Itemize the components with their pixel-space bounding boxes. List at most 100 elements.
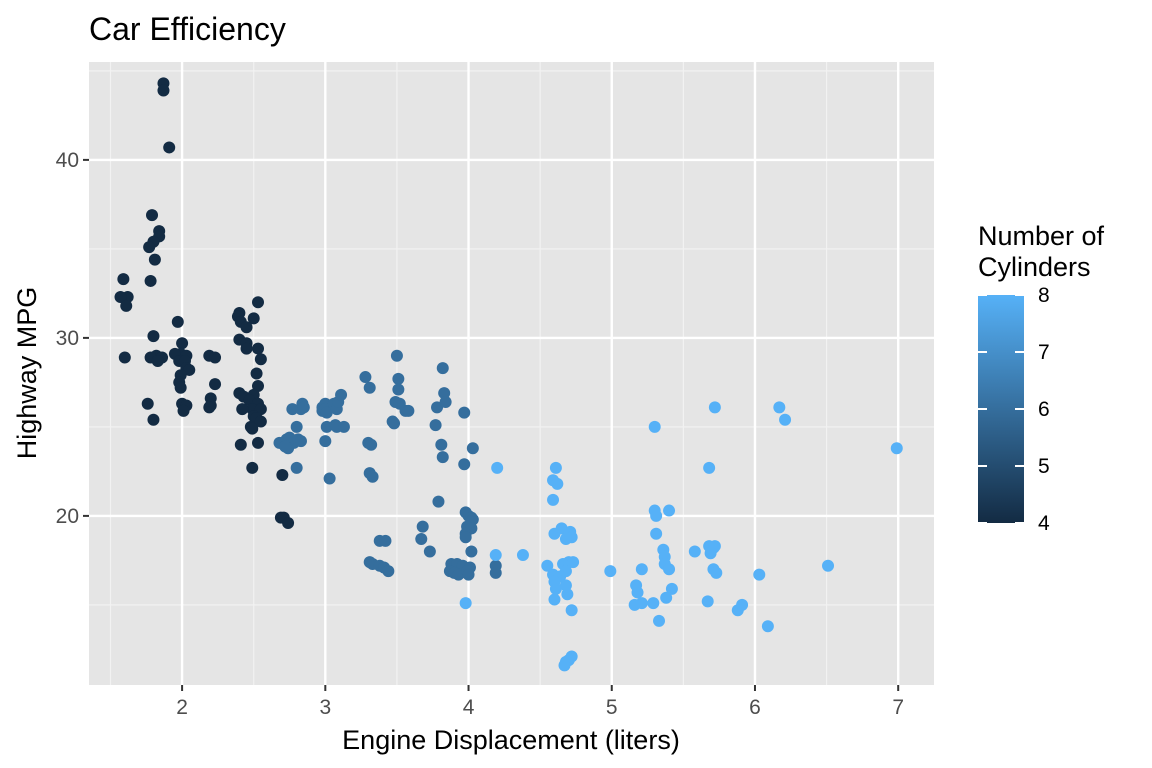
y-tick-label: 40 xyxy=(56,149,79,172)
scatter-point xyxy=(252,342,264,355)
scatter-point xyxy=(416,520,429,533)
scatter-point xyxy=(337,420,350,433)
legend-tick-label: 8 xyxy=(1038,284,1050,307)
scatter-point xyxy=(363,381,376,394)
scatter-point xyxy=(240,342,253,355)
scatter-point xyxy=(551,477,564,490)
scatter-point xyxy=(415,533,428,546)
scatter-point xyxy=(147,330,160,343)
scatter-point xyxy=(290,461,303,474)
scatter-point xyxy=(822,559,835,572)
legend-ticks: 4 5 6 7 8 xyxy=(978,284,1050,535)
scatter-point xyxy=(541,559,554,572)
scatter-point xyxy=(561,588,574,601)
scatter-point xyxy=(392,383,405,396)
scatter-point xyxy=(252,379,264,392)
scatter-point xyxy=(635,563,648,576)
color-legend: Number of Cylinders 4 5 6 7 8 xyxy=(978,221,1105,535)
scatter-point xyxy=(203,401,216,414)
x-tick-label: 2 xyxy=(176,696,188,719)
scatter-point xyxy=(171,315,184,328)
scatter-point xyxy=(282,517,295,530)
legend-tick-label: 5 xyxy=(1038,455,1050,478)
scatter-point xyxy=(390,349,403,362)
scatter-point xyxy=(703,461,716,474)
scatter-point xyxy=(459,597,472,610)
scatter-point xyxy=(559,533,572,546)
scatter-point xyxy=(761,620,774,633)
scatter-point xyxy=(151,355,164,368)
scatter-point xyxy=(335,388,348,401)
gridlines xyxy=(89,62,934,685)
scatter-point xyxy=(423,545,436,558)
scatter-point xyxy=(436,451,449,464)
scatter-point xyxy=(141,397,154,410)
scatter-point xyxy=(365,438,378,451)
scatter-point xyxy=(429,419,442,432)
scatter-point xyxy=(663,504,676,517)
scatter-point xyxy=(294,435,307,448)
x-axis-label: Engine Displacement (liters) xyxy=(342,725,680,755)
scatter-point xyxy=(459,531,472,544)
scatter-point xyxy=(648,420,661,433)
x-tick-label: 4 xyxy=(463,696,475,719)
scatter-point xyxy=(323,472,336,485)
legend-tick-label: 6 xyxy=(1038,398,1050,421)
scatter-point xyxy=(650,527,663,540)
scatter-point xyxy=(279,440,292,453)
scatter-point xyxy=(647,597,660,610)
axes: 2 3 4 5 6 7 20 30 40 xyxy=(56,149,904,719)
scatter-point xyxy=(252,436,264,449)
scatter-point xyxy=(548,593,561,606)
scatter-point xyxy=(147,413,160,426)
scatter-point xyxy=(439,395,452,408)
scatter-point xyxy=(458,406,471,419)
scatter-point xyxy=(143,241,156,254)
scatter-point xyxy=(462,568,475,581)
scatter-point xyxy=(320,406,333,419)
scatter-point xyxy=(736,598,749,611)
scatter-point xyxy=(604,565,617,578)
scatter-point xyxy=(234,438,247,451)
scatter-point xyxy=(254,415,267,428)
scatter-point xyxy=(432,495,445,508)
scatter-point xyxy=(252,296,264,309)
scatter-point xyxy=(708,401,721,414)
scatter-point xyxy=(366,470,379,483)
scatter-point xyxy=(148,253,161,266)
scatter-point xyxy=(547,493,560,506)
scatter-point xyxy=(890,442,903,455)
scatter-point xyxy=(665,582,678,595)
scatter-point xyxy=(209,378,222,391)
scatter-point xyxy=(660,591,673,604)
x-tick-label: 7 xyxy=(892,696,904,719)
scatter-point xyxy=(466,442,479,455)
scatter-point xyxy=(688,545,701,558)
scatter-point xyxy=(176,337,189,350)
scatter-point xyxy=(177,404,190,417)
scatter-point xyxy=(489,549,502,562)
scatter-point xyxy=(247,312,260,325)
x-tick-label: 5 xyxy=(606,696,618,719)
legend-tick-label: 7 xyxy=(1038,341,1050,364)
scatter-point xyxy=(114,290,127,303)
scatter-point xyxy=(118,351,131,364)
scatter-point xyxy=(653,614,666,627)
scatter-point xyxy=(183,363,196,376)
scatter-point xyxy=(549,461,562,474)
data-points xyxy=(114,77,903,672)
scatter-point xyxy=(491,461,504,474)
scatter-point xyxy=(174,381,187,394)
scatter-point xyxy=(431,401,444,414)
scatter-point xyxy=(438,387,451,400)
scatter-point xyxy=(773,401,786,414)
scatter-point xyxy=(157,84,170,97)
scatter-point xyxy=(246,422,259,435)
scatter-point xyxy=(663,563,676,576)
chart-title: Car Efficiency xyxy=(89,11,286,47)
scatter-point xyxy=(701,595,714,608)
scatter-point xyxy=(392,372,405,385)
scatter-point xyxy=(319,435,332,448)
